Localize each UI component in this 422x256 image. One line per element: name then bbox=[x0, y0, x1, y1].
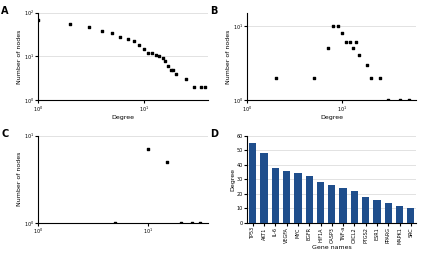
Point bbox=[384, 98, 391, 102]
Bar bbox=[384, 202, 392, 223]
Point bbox=[396, 98, 403, 102]
Bar bbox=[249, 143, 257, 223]
Point bbox=[145, 51, 151, 55]
Y-axis label: Degree: Degree bbox=[230, 168, 235, 191]
Text: A: A bbox=[1, 6, 8, 16]
Bar bbox=[317, 182, 324, 223]
X-axis label: Degree: Degree bbox=[111, 115, 134, 120]
Point bbox=[310, 76, 317, 80]
Point bbox=[273, 76, 279, 80]
Point bbox=[159, 56, 166, 60]
Point bbox=[141, 47, 147, 51]
Bar bbox=[407, 208, 414, 223]
Point bbox=[356, 53, 362, 57]
Point bbox=[164, 160, 170, 164]
Point bbox=[144, 147, 151, 151]
Point bbox=[130, 39, 137, 44]
X-axis label: Gene names: Gene names bbox=[312, 246, 352, 250]
Point bbox=[156, 55, 163, 59]
Point bbox=[111, 221, 118, 225]
Bar bbox=[272, 168, 279, 223]
Point bbox=[165, 64, 172, 68]
Point bbox=[170, 68, 177, 72]
Y-axis label: Number of nodes: Number of nodes bbox=[17, 152, 22, 207]
Text: B: B bbox=[210, 6, 217, 16]
Text: D: D bbox=[210, 129, 218, 138]
Point bbox=[198, 85, 205, 89]
Bar bbox=[373, 200, 381, 223]
Point bbox=[188, 221, 195, 225]
Point bbox=[335, 24, 341, 28]
Point bbox=[183, 77, 189, 81]
Point bbox=[353, 40, 360, 44]
Point bbox=[350, 46, 357, 50]
Bar bbox=[306, 176, 313, 223]
Point bbox=[406, 98, 412, 102]
Point bbox=[109, 31, 116, 35]
Point bbox=[343, 40, 350, 44]
Point bbox=[202, 85, 208, 89]
Point bbox=[35, 18, 42, 22]
Bar bbox=[362, 197, 369, 223]
Point bbox=[162, 59, 169, 63]
Point bbox=[67, 22, 73, 26]
Bar bbox=[294, 174, 302, 223]
Point bbox=[197, 221, 203, 225]
Point bbox=[172, 72, 179, 76]
Bar bbox=[260, 153, 268, 223]
Point bbox=[339, 31, 346, 35]
Point bbox=[346, 40, 353, 44]
Point bbox=[363, 63, 370, 67]
Point bbox=[149, 51, 156, 55]
Bar bbox=[328, 185, 335, 223]
Point bbox=[324, 46, 331, 50]
Point bbox=[191, 85, 197, 89]
Point bbox=[168, 68, 174, 72]
Point bbox=[368, 76, 374, 80]
Point bbox=[117, 35, 124, 39]
Bar bbox=[396, 206, 403, 223]
Point bbox=[136, 43, 143, 47]
Point bbox=[85, 25, 92, 29]
Point bbox=[178, 221, 184, 225]
Y-axis label: Number of nodes: Number of nodes bbox=[227, 29, 231, 84]
Point bbox=[330, 24, 336, 28]
Y-axis label: Number of nodes: Number of nodes bbox=[17, 29, 22, 84]
Point bbox=[153, 52, 160, 57]
Point bbox=[98, 29, 105, 33]
Bar bbox=[339, 188, 347, 223]
Bar bbox=[283, 170, 290, 223]
Text: C: C bbox=[1, 129, 8, 138]
Point bbox=[377, 76, 384, 80]
Point bbox=[124, 37, 131, 41]
Bar bbox=[351, 191, 358, 223]
X-axis label: Degree: Degree bbox=[320, 115, 344, 120]
